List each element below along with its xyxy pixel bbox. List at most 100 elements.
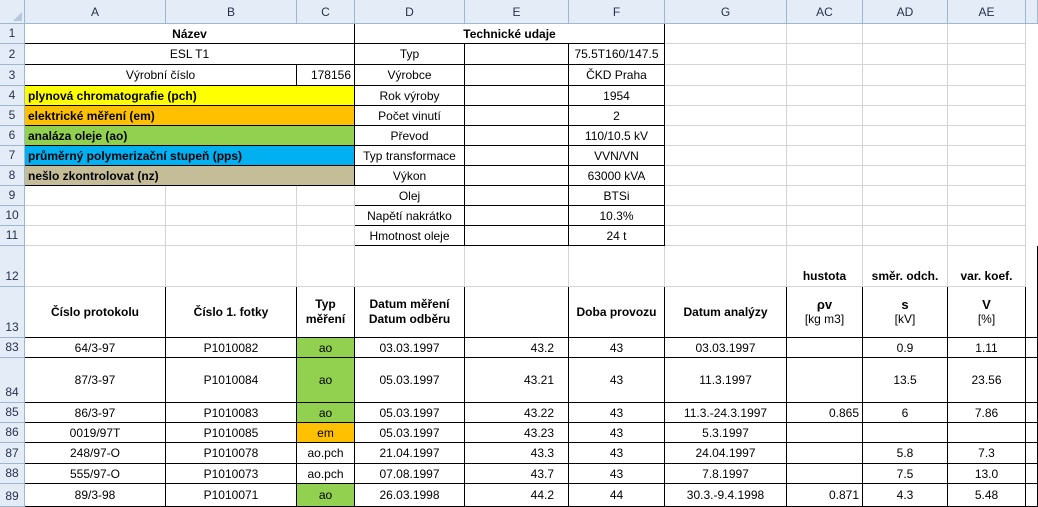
cell-empty[interactable] — [465, 226, 569, 246]
legend-item[interactable]: nešlo zkontrolovat (nz) — [25, 166, 355, 186]
tech-label[interactable]: Typ transformace — [355, 146, 465, 166]
table-cell-ad[interactable]: 5.8 — [863, 443, 948, 464]
table-cell-fotka[interactable]: P1010078 — [166, 443, 297, 464]
table-cell-doba[interactable]: 43 — [569, 443, 665, 464]
cell-empty[interactable] — [297, 206, 355, 226]
table-cell-protokol[interactable]: 89/3-98 — [25, 484, 166, 507]
table-cell-ae[interactable] — [948, 423, 1026, 443]
cell-partial[interactable] — [1026, 403, 1038, 423]
cell-empty[interactable] — [465, 126, 569, 146]
cell-empty[interactable] — [948, 146, 1026, 166]
cell-ad1[interactable] — [863, 24, 948, 44]
table-cell-datum[interactable]: 05.03.1997 — [355, 358, 465, 403]
table-cell-ac[interactable] — [787, 338, 863, 358]
table-cell-fotka[interactable]: P1010082 — [166, 338, 297, 358]
select-all-corner[interactable] — [0, 0, 25, 24]
table-cell-ae[interactable]: 7.3 — [948, 443, 1026, 464]
serial-value[interactable]: 178156 — [297, 65, 355, 86]
table-cell-doba[interactable]: 44 — [569, 484, 665, 507]
table-cell-ac[interactable]: 0.865 — [787, 403, 863, 423]
cell-partial[interactable] — [1026, 443, 1038, 464]
row-header-85[interactable]: 85 — [0, 403, 25, 423]
col-header-typ[interactable]: Typ měření — [297, 287, 355, 338]
tech-value[interactable]: ČKD Praha — [569, 65, 665, 86]
transformer-name[interactable]: ESL T1 — [25, 44, 355, 65]
column-header-a[interactable]: A — [25, 0, 166, 24]
cell-empty[interactable] — [465, 86, 569, 106]
row-header-89[interactable]: 89 — [0, 484, 25, 507]
cell-empty[interactable] — [787, 106, 863, 126]
tech-value[interactable]: 24 t — [569, 226, 665, 246]
table-cell-datum[interactable]: 26.03.1998 — [355, 484, 465, 507]
cell-empty[interactable] — [25, 226, 166, 246]
cell-empty[interactable] — [863, 44, 948, 65]
group-header-smer-odch[interactable]: směr. odch. — [863, 246, 948, 287]
column-header-f[interactable]: F — [569, 0, 665, 24]
table-cell-doba[interactable]: 43 — [569, 403, 665, 423]
cell-empty[interactable] — [465, 166, 569, 186]
col-header-hustota[interactable]: ρv [kg m3] — [787, 287, 863, 338]
cell-ae1[interactable] — [948, 24, 1026, 44]
table-cell-fotka[interactable]: P1010083 — [166, 403, 297, 423]
table-cell-datum[interactable]: 03.03.1997 — [355, 338, 465, 358]
cell-empty[interactable] — [166, 226, 297, 246]
cell-empty[interactable] — [665, 65, 787, 86]
table-cell-doba[interactable]: 43 — [569, 464, 665, 484]
cell-empty[interactable] — [665, 226, 787, 246]
table-cell-datum[interactable]: 05.03.1997 — [355, 403, 465, 423]
cell-empty[interactable] — [297, 246, 355, 287]
legend-item[interactable]: průměrný polymerizační stupeň (pps) — [25, 146, 355, 166]
row-header-1[interactable]: 1 — [0, 24, 25, 44]
table-cell-doba[interactable]: 43 — [569, 358, 665, 403]
table-cell-protokol[interactable]: 0019/97T — [25, 423, 166, 443]
group-header-var-koef[interactable]: var. koef. — [948, 246, 1026, 287]
table-cell-ae[interactable]: 23.56 — [948, 358, 1026, 403]
table-cell-fotka[interactable]: P1010071 — [166, 484, 297, 507]
cell-empty[interactable] — [465, 186, 569, 206]
cell-empty[interactable] — [665, 186, 787, 206]
cell-empty[interactable] — [166, 206, 297, 226]
tech-value[interactable]: VVN/VN — [569, 146, 665, 166]
cell-empty[interactable] — [166, 246, 297, 287]
table-cell-ad[interactable]: 13.5 — [863, 358, 948, 403]
row-header-5[interactable]: 5 — [0, 106, 25, 126]
cell-empty[interactable] — [25, 186, 166, 206]
table-cell-ad[interactable]: 0.9 — [863, 338, 948, 358]
cell-partial[interactable] — [1026, 464, 1038, 484]
cell-empty[interactable] — [948, 65, 1026, 86]
cell-empty[interactable] — [948, 206, 1026, 226]
column-header-e[interactable]: E — [465, 0, 569, 24]
tech-value[interactable]: 10.3% — [569, 206, 665, 226]
tech-value[interactable]: 63000 kVA — [569, 166, 665, 186]
row-header-10[interactable]: 10 — [0, 206, 25, 226]
row-header-7[interactable]: 7 — [0, 146, 25, 166]
cell-empty[interactable] — [948, 226, 1026, 246]
row-header-86[interactable]: 86 — [0, 423, 25, 443]
table-cell-ac[interactable] — [787, 358, 863, 403]
cell-empty[interactable] — [166, 186, 297, 206]
cell-empty[interactable] — [787, 226, 863, 246]
col-header-var-koef[interactable]: V [%] — [948, 287, 1026, 338]
table-cell-fotka[interactable]: P1010085 — [166, 423, 297, 443]
table-cell-ad[interactable]: 7.5 — [863, 464, 948, 484]
legend-item[interactable]: elektrické měření (em) — [25, 106, 355, 126]
table-cell-ad[interactable]: 4.3 — [863, 484, 948, 507]
table-cell-typ[interactable]: ao — [297, 338, 355, 358]
cell-empty[interactable] — [948, 166, 1026, 186]
tech-value[interactable]: 75.5T160/147.5 — [569, 44, 665, 65]
table-cell-typ[interactable]: ao — [297, 358, 355, 403]
cell-empty[interactable] — [569, 246, 665, 287]
column-header-ac[interactable]: AC — [787, 0, 863, 24]
cell-empty[interactable] — [863, 226, 948, 246]
cell-empty[interactable] — [863, 166, 948, 186]
row-header-11[interactable]: 11 — [0, 226, 25, 246]
table-cell-analyza[interactable]: 30.3.-9.4.1998 — [665, 484, 787, 507]
cell-empty[interactable] — [465, 44, 569, 65]
table-cell-typ[interactable]: ao — [297, 403, 355, 423]
cell-empty[interactable] — [297, 226, 355, 246]
table-cell-ac[interactable] — [787, 464, 863, 484]
table-cell-protokol[interactable]: 87/3-97 — [25, 358, 166, 403]
cell-empty[interactable] — [863, 126, 948, 146]
cell-empty[interactable] — [665, 146, 787, 166]
table-cell-datum[interactable]: 21.04.1997 — [355, 443, 465, 464]
